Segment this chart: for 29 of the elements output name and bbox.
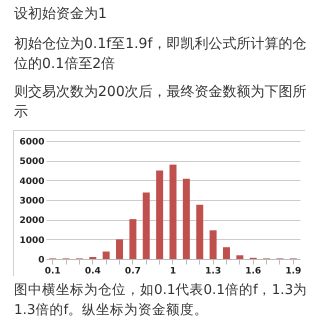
x-tick-label: 0.7 (124, 266, 141, 276)
bar (116, 239, 124, 259)
bar (182, 178, 190, 259)
x-tick-label: 0.4 (84, 266, 101, 276)
text: 图中横坐标为仓位，如0.1代表0.1倍的f，1.3为1.3倍的f。纵坐标为资金额度。 (14, 281, 308, 320)
bar (210, 230, 217, 259)
y-tick-label: 0 (38, 256, 44, 266)
x-tick-label: 1.9 (285, 266, 302, 276)
bar (196, 204, 204, 259)
bar (142, 192, 150, 259)
chart-subtitle: 初始仓位为0.1f至1.9f，即凯利公式所计算的仓位的0.1倍至2倍 (14, 35, 308, 74)
chart-title: 设初始资金为1 (14, 5, 108, 24)
bar (236, 255, 244, 259)
bar (222, 247, 230, 259)
x-tick-label: 0.1 (44, 266, 61, 276)
y-tick-label: 4000 (19, 176, 44, 187)
y-tick-label: 6000 (19, 138, 44, 148)
y-tick-label: 1000 (19, 236, 44, 246)
x-tick-label: 1.6 (245, 266, 262, 276)
bar (170, 164, 176, 259)
y-tick-label: 5000 (19, 157, 44, 168)
x-tick-label: 1 (170, 266, 176, 276)
y-tick-label: 2000 (19, 216, 44, 226)
bar (129, 219, 136, 259)
y-tick-label: 3000 (19, 196, 44, 206)
bar (156, 170, 164, 259)
x-tick-label: 1.3 (205, 266, 222, 276)
text: 则交易次数为200次后，最终资金数额为下图所示 (14, 83, 308, 122)
bar (102, 252, 110, 259)
